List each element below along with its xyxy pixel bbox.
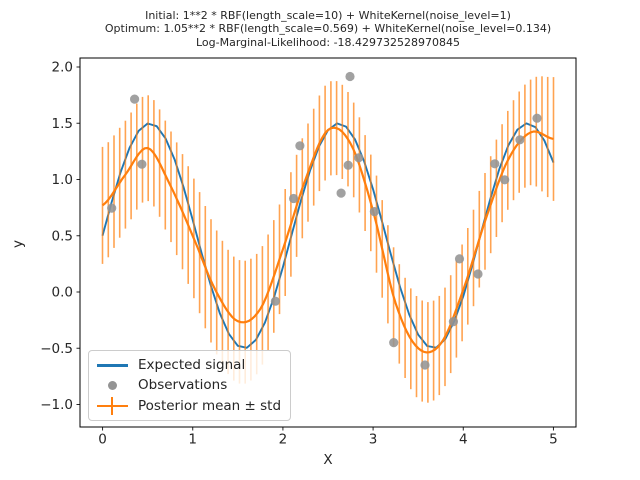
title-line-lml: Log-Marginal-Likelihood: -18.42973252897… (195, 35, 461, 49)
x-axis-label: X (323, 452, 333, 468)
expected-signal-line-icon (97, 356, 128, 374)
legend-box: Expected signal Observations Posterior m… (88, 350, 291, 421)
plot-title: Initial: 1**2 * RBF(length_scale=10) + W… (80, 9, 576, 49)
errorbar-marker-icon (97, 396, 128, 415)
observation-point (107, 203, 117, 213)
observation-point (289, 193, 299, 204)
observation-point (500, 175, 510, 185)
y-tick-label: −1.0 (40, 397, 73, 413)
legend-label: Observations (138, 377, 228, 394)
observation-point (420, 360, 430, 370)
legend-item-expected-signal: Expected signal (97, 355, 282, 375)
title-line-optimum: Optimum: 1.05**2 * RBF(length_scale=0.56… (104, 22, 552, 36)
observation-point (270, 296, 280, 306)
observation-point (515, 135, 525, 145)
y-tick-label: 0.5 (52, 228, 73, 244)
observation-point (137, 159, 147, 169)
observation-point (130, 94, 140, 104)
observations (107, 71, 542, 370)
expected-signal-line (101, 122, 555, 349)
observation-point (345, 71, 355, 82)
y-tick-label: 0.0 (52, 285, 73, 301)
y-axis-label: y (10, 240, 26, 248)
x-tick-label: 5 (549, 432, 558, 448)
observation-dot-icon (97, 376, 128, 394)
legend-label: Posterior mean ± std (138, 397, 282, 414)
x-tick-label: 4 (459, 432, 468, 448)
observation-point (295, 141, 305, 151)
legend-item-observations: Observations (97, 375, 282, 395)
legend-label: Expected signal (138, 357, 246, 374)
x-tick-label: 3 (369, 432, 378, 448)
observation-point (454, 254, 465, 264)
y-tick-label: −0.5 (40, 341, 73, 357)
axes-frame (79, 57, 577, 428)
observation-point (354, 153, 364, 163)
x-tick-label: 0 (98, 432, 107, 448)
y-tick-label: 1.0 (52, 172, 73, 188)
x-tick-label: 1 (188, 432, 197, 448)
observation-point (343, 160, 353, 170)
posterior-mean-line (101, 126, 554, 354)
x-tick-label: 2 (279, 432, 288, 448)
observation-point (389, 338, 399, 348)
y-tick-label: 1.5 (52, 116, 73, 132)
observation-point (532, 113, 542, 123)
observation-point (336, 188, 346, 198)
observation-point (448, 317, 458, 327)
title-line-initial: Initial: 1**2 * RBF(length_scale=10) + W… (145, 9, 511, 22)
observation-point (490, 159, 500, 169)
legend-item-posterior-mean: Posterior mean ± std (97, 396, 282, 416)
observation-point (473, 269, 483, 279)
y-tick-label: 2.0 (52, 60, 73, 76)
observation-point (369, 207, 379, 217)
